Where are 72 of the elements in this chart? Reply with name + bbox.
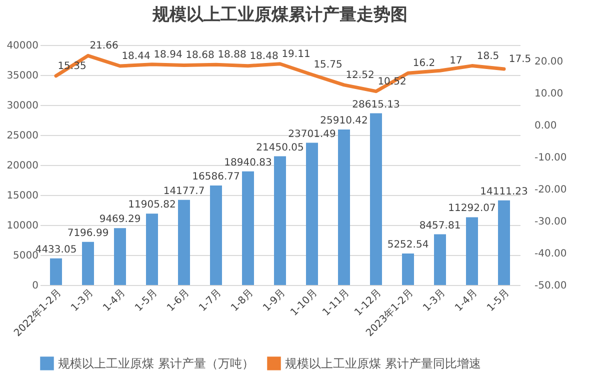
y2-tick-label: -50.00 bbox=[534, 280, 567, 292]
data-label: 16586.77 bbox=[192, 171, 240, 182]
data-label: 18.44 bbox=[122, 50, 150, 62]
data-label: 14111.23 bbox=[480, 186, 528, 198]
x-tick-label: 1-3月 bbox=[69, 288, 96, 314]
data-label: 16.2 bbox=[412, 58, 436, 70]
x-tick-label: 1-4月 bbox=[453, 288, 480, 314]
y2-tick-label: 10.00 bbox=[534, 88, 564, 100]
data-label: 18940.83 bbox=[224, 157, 272, 168]
bar bbox=[434, 234, 446, 285]
x-tick-label: 1-5月 bbox=[133, 288, 160, 314]
legend-label: 规模以上工业原煤 累计产量同比增速 bbox=[285, 356, 481, 370]
y2-tick-label: 20.00 bbox=[534, 56, 564, 68]
data-label: 28615.13 bbox=[352, 99, 400, 110]
bar bbox=[466, 217, 478, 285]
data-label: 5252.54 bbox=[387, 239, 429, 250]
data-label: 17.5 bbox=[508, 54, 532, 65]
data-label: 25910.42 bbox=[320, 116, 368, 127]
y-tick-label: 15000 bbox=[6, 190, 38, 202]
data-label: 8457.81 bbox=[419, 220, 461, 232]
bar bbox=[498, 200, 510, 285]
bar bbox=[178, 200, 190, 285]
data-label: 18.5 bbox=[476, 50, 500, 62]
bar bbox=[50, 258, 62, 285]
data-label: 18.88 bbox=[218, 50, 246, 61]
data-label: 18.48 bbox=[250, 50, 278, 62]
y-tick-label: 5000 bbox=[13, 250, 38, 262]
data-label: 19.11 bbox=[282, 48, 310, 60]
data-label: 11292.07 bbox=[448, 203, 496, 214]
y-tick-label: 10000 bbox=[6, 220, 38, 232]
bar bbox=[274, 156, 286, 285]
y-tick-label: 20000 bbox=[6, 160, 38, 172]
y-tick-label: 35000 bbox=[6, 70, 38, 82]
bar bbox=[338, 130, 350, 285]
y2-tick-label: -20.00 bbox=[534, 184, 567, 196]
x-tick-label: 1-6月 bbox=[165, 288, 192, 314]
data-label: 15.75 bbox=[314, 60, 342, 71]
bar bbox=[114, 228, 126, 285]
legend-label: 规模以上工业原煤 累计产量（万吨） bbox=[58, 356, 254, 370]
data-label: 18.68 bbox=[186, 50, 214, 62]
data-label: 23701.49 bbox=[288, 128, 336, 140]
x-tick-label: 1-3月 bbox=[421, 288, 448, 314]
data-label: 17 bbox=[450, 56, 462, 67]
data-label: 11905.82 bbox=[128, 200, 176, 211]
bar bbox=[242, 171, 254, 285]
x-tick-label: 1-8月 bbox=[229, 288, 256, 314]
y-tick-label: 0 bbox=[32, 280, 38, 292]
data-label: 7196.99 bbox=[67, 228, 109, 239]
chart-title: 规模以上工业原煤累计产量走势图 bbox=[152, 5, 408, 25]
bar bbox=[146, 214, 158, 285]
data-label: 21450.05 bbox=[256, 142, 304, 154]
bar bbox=[402, 253, 414, 285]
x-tick-label: 1-4月 bbox=[101, 288, 128, 314]
y2-tick-label: 0.00 bbox=[534, 120, 557, 132]
bar bbox=[306, 142, 318, 285]
x-tick-label: 1-7月 bbox=[197, 288, 224, 314]
y-tick-label: 30000 bbox=[6, 100, 38, 112]
y2-tick-label: -10.00 bbox=[534, 152, 567, 164]
data-label: 14177.7 bbox=[163, 186, 205, 197]
data-label: 12.52 bbox=[346, 70, 374, 81]
y-tick-label: 40000 bbox=[6, 40, 38, 52]
y-tick-label: 25000 bbox=[6, 130, 38, 142]
y2-tick-label: -40.00 bbox=[534, 248, 567, 260]
bar bbox=[210, 185, 222, 285]
bar bbox=[370, 113, 382, 285]
y2-tick-label: -30.00 bbox=[534, 216, 567, 228]
x-tick-label: 1-5月 bbox=[485, 288, 512, 314]
data-label: 21.66 bbox=[90, 40, 118, 52]
data-label: 18.94 bbox=[154, 49, 182, 60]
data-label: 9469.29 bbox=[99, 214, 141, 226]
x-tick-label: 1-9月 bbox=[261, 288, 288, 314]
bar bbox=[82, 242, 94, 285]
